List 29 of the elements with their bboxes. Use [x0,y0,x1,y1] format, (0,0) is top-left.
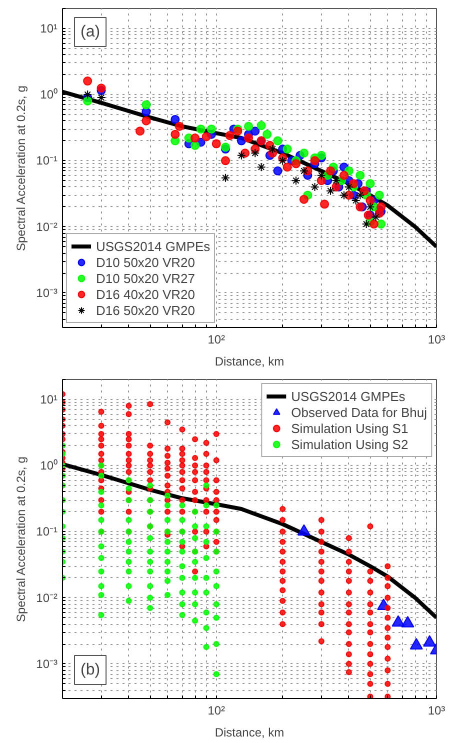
x-axis-title: Distance, km [214,726,284,740]
x-tick-label: 10³ [428,704,446,718]
legend-label: D10 50x20 VR27 [96,270,196,286]
y-tick-label: 10⁻² [36,590,58,605]
y-tick-label: 10⁻³ [36,656,58,671]
y-tick-label: 10⁻² [36,220,58,234]
y-tick-label: 10¹ [40,392,58,406]
y-tick-label: 10¹ [40,21,58,36]
legend-label: USGS2014 GMPEs [96,238,210,254]
y-axis-title: Spectral Acceleration at 0.2s, g [14,456,28,622]
legend-label: D16 40x20 VR20 [96,286,196,302]
y-tick-label: 10⁰ [40,458,58,473]
legend-label: D10 50x20 VR20 [96,254,196,270]
annotation: (b) [80,662,100,678]
x-tick-label: 10³ [428,332,446,346]
legend-label: Observed Data for Bhuj [291,404,427,420]
y-tick-label: 10⁻³ [36,286,58,300]
x-axis-title: Distance, km [214,354,284,368]
y-tick-label: 10⁻¹ [36,154,58,168]
legend-label: D16 50x20 VR20 [96,302,196,318]
legend-label: USGS2014 GMPEs [291,388,406,404]
y-tick-label: 10⁰ [40,88,58,102]
x-tick-label: 10² [208,704,226,718]
y-tick-label: 10⁻¹ [36,524,58,539]
legend-label: Simulation Using S1 [291,420,408,436]
x-tick-label: 10² [208,332,226,346]
y-axis-title: Spectral Acceleration at 0.2s, g [14,86,28,252]
legend-label: Simulation Using S2 [291,436,408,452]
annotation: (a) [80,24,100,40]
